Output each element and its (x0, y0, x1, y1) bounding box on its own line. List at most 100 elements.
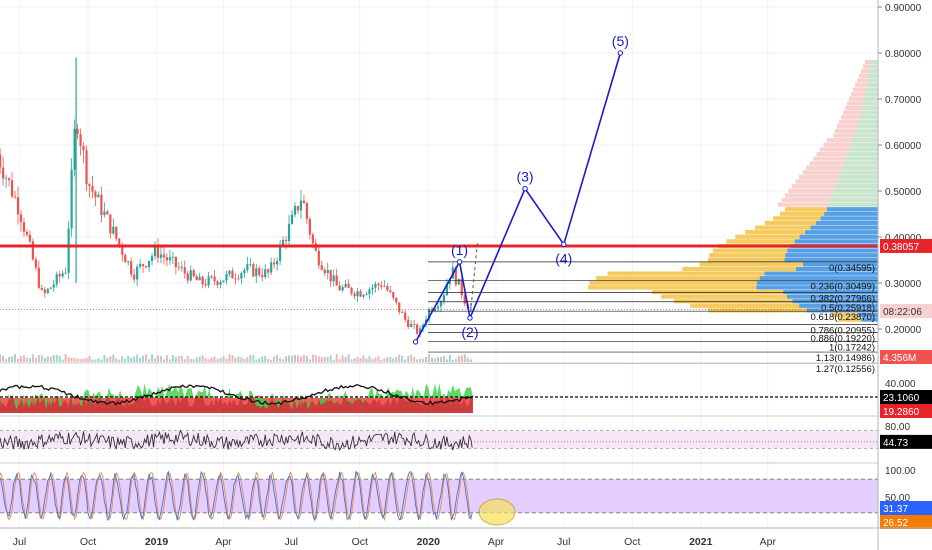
candle-body (320, 265, 323, 270)
candle-body (40, 287, 43, 290)
vp-bar-up (847, 151, 878, 157)
vp-bar-down (859, 73, 869, 78)
fib-level-label: 0.236(0.30499) (811, 282, 875, 293)
vp-bar-down (802, 170, 841, 175)
candle-body (344, 283, 347, 288)
vp-bar-up (849, 147, 878, 152)
dmi-value-tag: 23.1060 (883, 393, 920, 404)
volume-bar (293, 354, 296, 362)
volume-bar (350, 359, 353, 362)
candle-body (296, 206, 300, 211)
price-tick-label: 0.30000 (885, 279, 922, 290)
volume-bar (118, 359, 121, 362)
wave-point (456, 259, 463, 265)
price-axis: 0.90000 0.80000 0.70000 0.60000 0.50000 0.400… (877, 0, 932, 550)
vp-bar-up (831, 193, 878, 198)
vp-bar-up (784, 257, 878, 262)
candle-body (442, 295, 446, 302)
volume-bar (37, 355, 40, 362)
vp-bar-up (829, 197, 878, 203)
candle-body (150, 256, 154, 262)
volume-bar (243, 358, 246, 362)
candle-body (278, 244, 282, 261)
vp-bar-up (783, 289, 878, 295)
volume-bar (288, 355, 291, 362)
vp-bar-down (674, 299, 793, 304)
candle-body (448, 278, 451, 285)
volume-bar (270, 359, 273, 362)
volume-bar (258, 358, 261, 362)
candle-body (2, 167, 5, 179)
wave-label: (5) (612, 33, 629, 49)
vp-bar-down (855, 82, 867, 88)
candle-body (34, 259, 37, 268)
volume-bar (228, 354, 231, 362)
candle-body (380, 285, 383, 287)
volume-bar (362, 355, 365, 362)
vp-bar-down (795, 179, 837, 184)
volume-bar (142, 355, 145, 362)
candle-body (350, 287, 353, 294)
vp-bar-up (856, 128, 878, 134)
vp-bar-up (858, 312, 878, 318)
volume-bar (442, 356, 445, 362)
vp-bar-down (861, 69, 870, 74)
volume-bar (279, 358, 282, 362)
rsi-value-tag: 44.73 (883, 438, 908, 449)
candle-body (293, 206, 297, 215)
volume-bar (14, 354, 17, 362)
time-tick-label: Oct (80, 536, 96, 548)
wave-channel (469, 241, 479, 319)
fibonacci-retracement: 0(0.34595)0.236(0.30499)0.382(0.27966)0.… (428, 261, 878, 375)
vp-bar-up (756, 285, 878, 290)
volume-bar (356, 356, 359, 362)
volume-bar (22, 355, 25, 362)
volume-bar (436, 357, 439, 362)
candle-body (326, 269, 329, 274)
time-tick-label: Apr (488, 536, 505, 548)
price-tick-label: 0.90000 (885, 3, 922, 14)
price-tick-label: 0.80000 (885, 49, 922, 60)
volume-bar (213, 356, 216, 362)
candle-body (258, 268, 261, 275)
volume-bar (34, 358, 37, 362)
volume-bar (5, 359, 8, 362)
volume-bar (88, 355, 91, 362)
volume-bar (148, 359, 151, 362)
volume-bar (49, 356, 52, 362)
vp-bar-up (786, 294, 878, 299)
time-tick-label: 2020 (417, 536, 441, 548)
vp-bar-up (787, 248, 878, 253)
vp-bar-down (792, 184, 835, 189)
volume-bar (64, 354, 67, 362)
vp-bar-up (792, 299, 878, 304)
vp-bar-down (788, 188, 834, 193)
wave-point (467, 315, 473, 321)
candle-body (76, 128, 79, 135)
volume-bar (28, 358, 31, 362)
indicator-tick-label: 80.00 (885, 422, 910, 433)
volume-bar (162, 359, 165, 362)
candle-body (335, 275, 338, 286)
candle-body (133, 274, 136, 280)
vp-bar-up (795, 266, 878, 272)
candle-body (61, 273, 64, 277)
volume-bar (448, 355, 451, 362)
candle-body (177, 267, 180, 268)
candle-body (13, 196, 17, 198)
volume-bar (317, 356, 320, 362)
volume-bar (282, 359, 285, 362)
candle-body (204, 283, 207, 286)
volume-bar (365, 358, 368, 362)
candle-body (144, 266, 148, 268)
candle-body (198, 276, 201, 281)
stoch-d-tag-bg (880, 515, 932, 529)
vp-bar-down (589, 280, 757, 285)
volume-bar (52, 355, 55, 362)
volume-bar (401, 355, 404, 362)
fib-level-label: 0.382(0.27966) (811, 293, 875, 304)
volume-bar (261, 356, 264, 362)
candle-body (159, 254, 163, 258)
vp-bar-up (810, 225, 878, 230)
candle-body (427, 308, 431, 320)
